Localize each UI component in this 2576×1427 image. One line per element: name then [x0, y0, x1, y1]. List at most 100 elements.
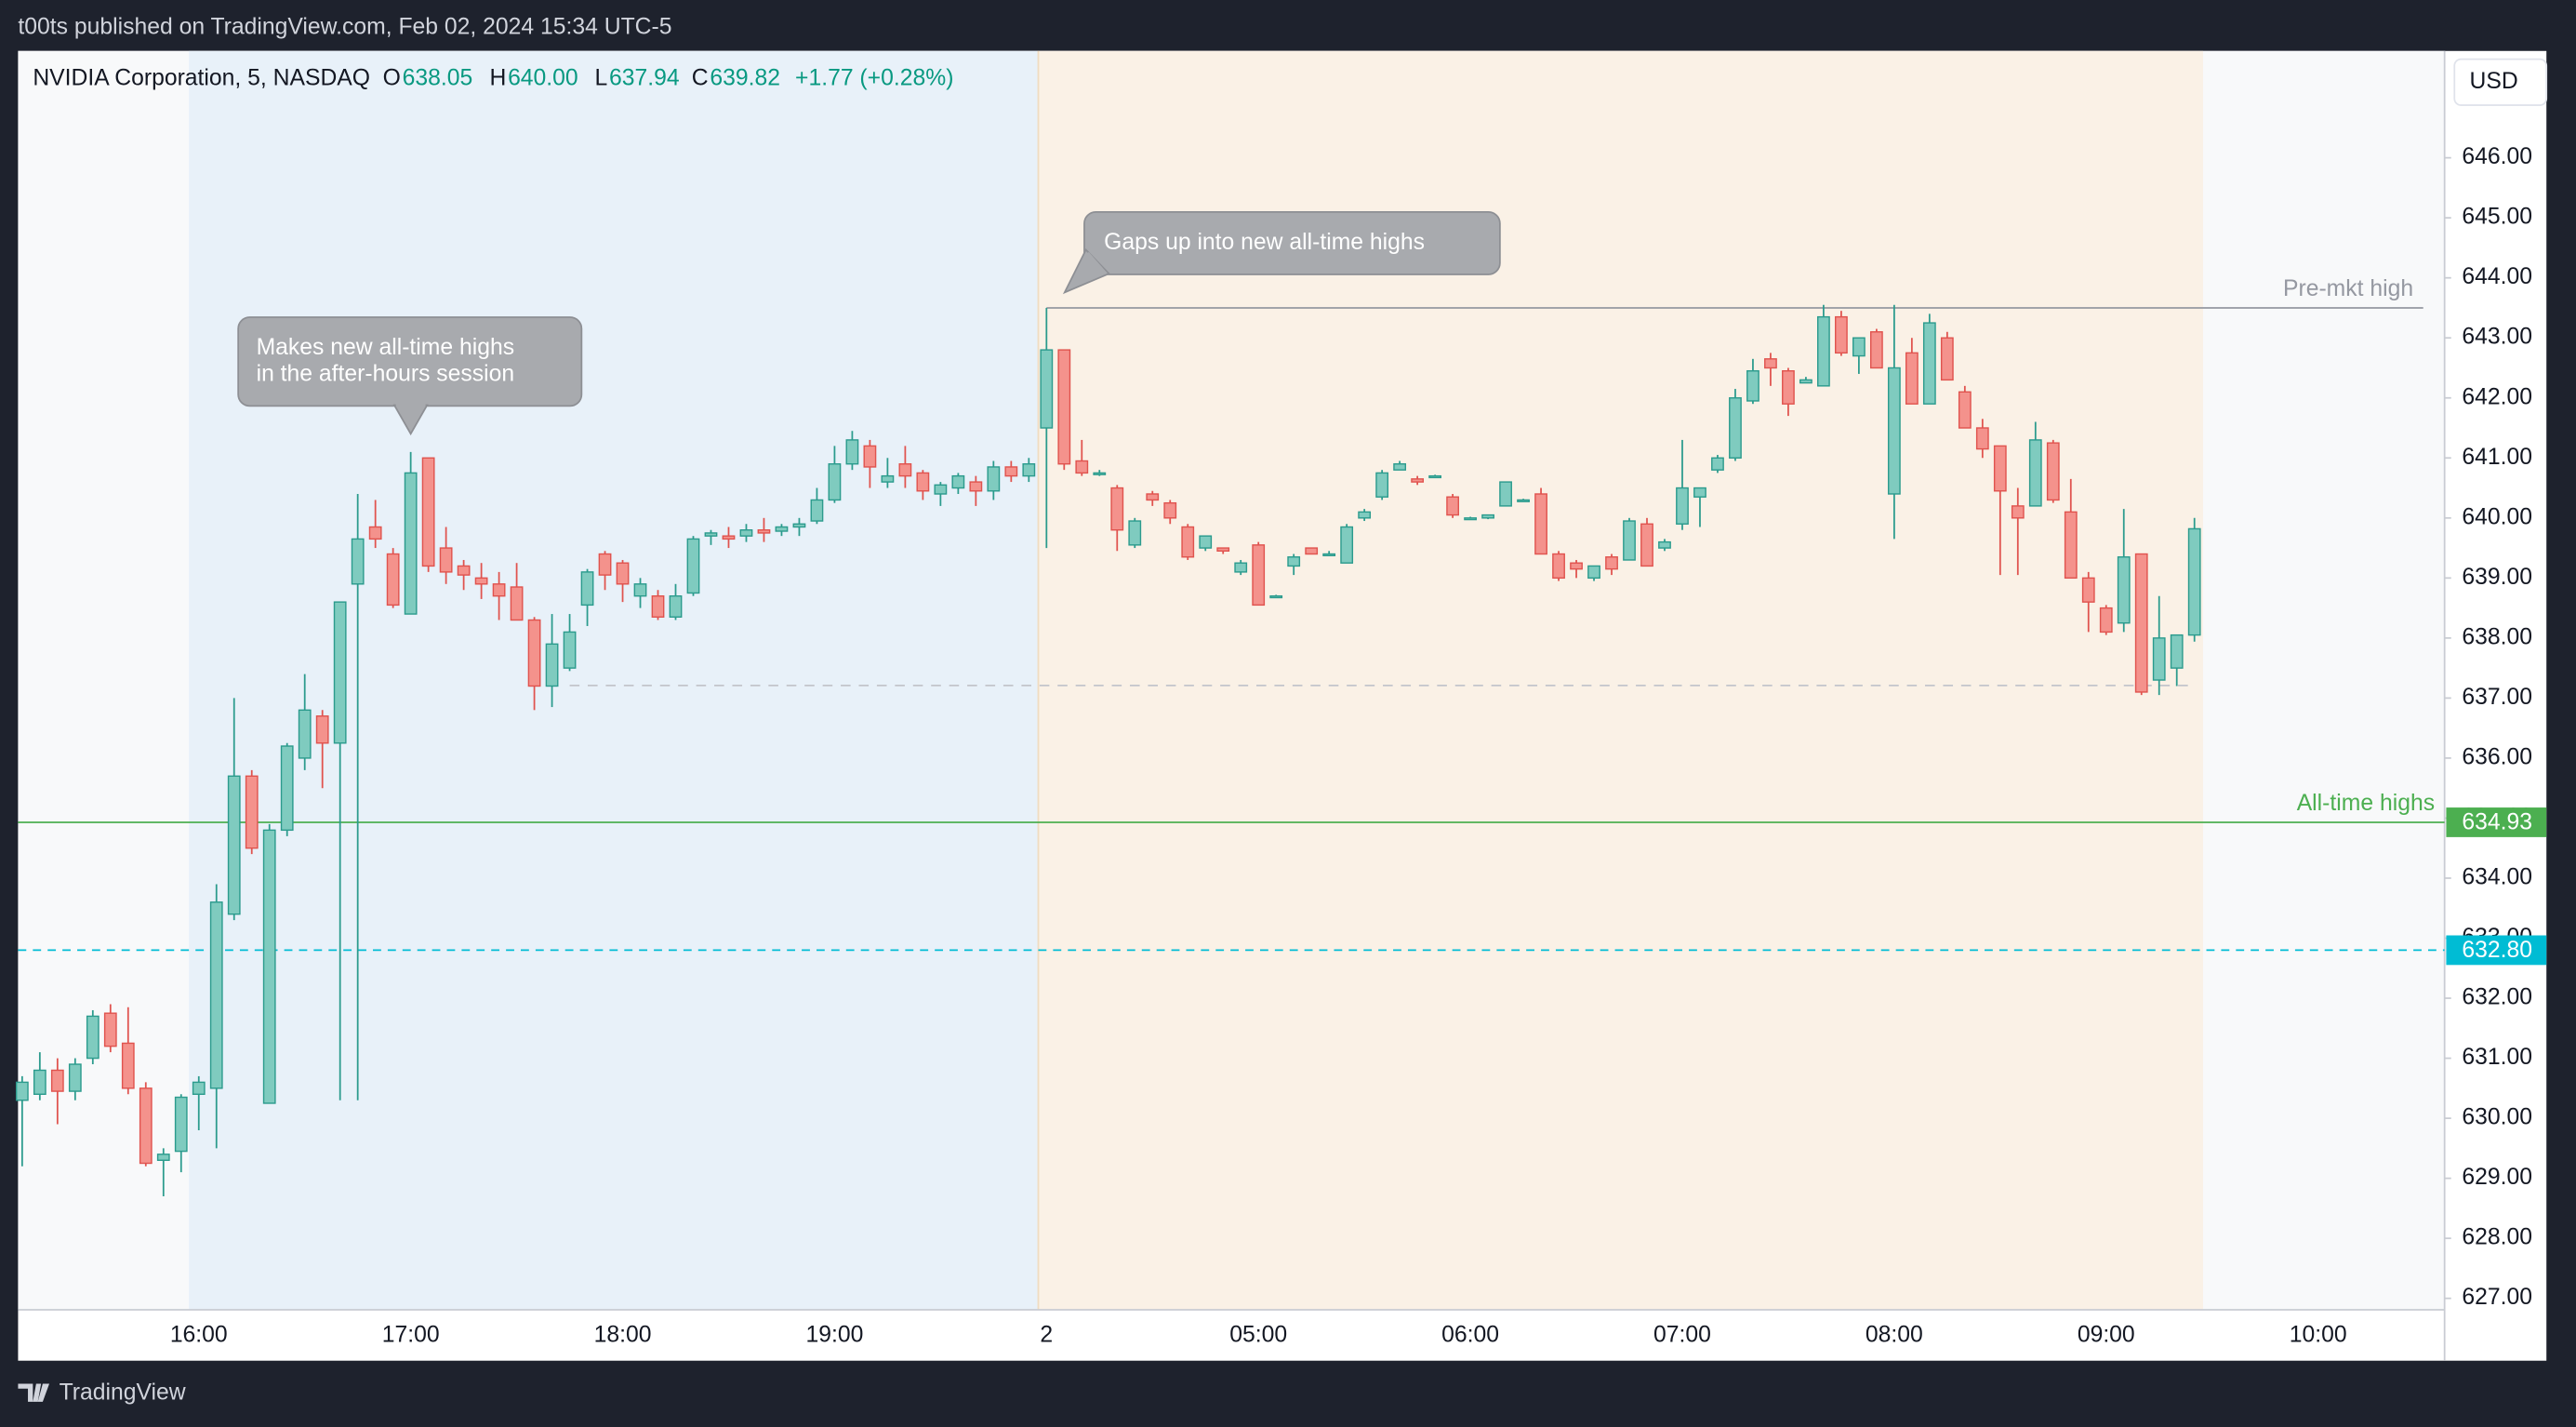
legend-key: H	[489, 65, 506, 90]
candle-body	[209, 901, 223, 1089]
candle-body	[421, 457, 435, 567]
legend: NVIDIA Corporation, 5, NASDAQ O 638.05 H 64…	[33, 65, 953, 90]
candle-body	[1640, 523, 1653, 567]
candle-body	[828, 463, 842, 501]
candle-body	[1570, 562, 1583, 570]
candle-body	[1940, 337, 1954, 381]
candle-body	[881, 474, 895, 483]
candle-body	[1322, 553, 1336, 556]
candle-body	[121, 1042, 135, 1089]
candle-body	[1305, 547, 1319, 555]
candle-body	[1128, 520, 1142, 546]
candle-body	[898, 463, 912, 477]
candle-body	[1499, 481, 1512, 507]
candle-body	[810, 499, 824, 522]
candle-body	[280, 745, 294, 832]
candle-body	[686, 538, 700, 594]
candle-body	[651, 594, 665, 618]
candle-body	[616, 562, 630, 585]
candle-body	[15, 1081, 29, 1101]
y-tick-label: 628.00	[2462, 1225, 2532, 1250]
candle-body	[1676, 487, 1689, 525]
candle-body	[1693, 487, 1706, 498]
candle-body	[86, 1015, 100, 1060]
candle-body	[669, 594, 683, 618]
candle-body	[404, 472, 418, 615]
candle-body	[863, 445, 877, 468]
candle-body	[1093, 472, 1107, 475]
y-tick-label: 643.00	[2462, 325, 2532, 350]
legend-value: 640.00	[508, 65, 578, 90]
candle-body	[2170, 633, 2184, 669]
price-tag-label: 634.93	[2462, 809, 2532, 834]
candle-body	[1040, 349, 1054, 429]
y-tick-label: 639.00	[2462, 565, 2532, 590]
candle-body	[1587, 565, 1600, 580]
price-tag	[2446, 807, 2547, 837]
price-tag-label: 632.80	[2462, 938, 2532, 963]
candles	[15, 304, 2201, 1196]
candle-body	[527, 619, 541, 687]
candle-body	[2099, 607, 2113, 633]
publish-header: t00ts published on TradingView.com, Feb …	[18, 15, 671, 40]
candle-body	[757, 529, 771, 534]
candle-body	[1004, 466, 1018, 477]
axes: 627.00628.00629.00630.00631.00632.00633.…	[170, 144, 2547, 1348]
candle-body	[1552, 553, 1565, 580]
candle-body	[1993, 445, 2007, 492]
legend-key: C	[692, 65, 709, 90]
candle-body	[563, 631, 577, 669]
candle-body	[1764, 358, 1777, 369]
candle-body	[1481, 513, 1494, 519]
x-tick-label: 07:00	[1653, 1323, 1711, 1348]
callout-box	[1083, 211, 1501, 275]
candle-body	[474, 577, 488, 585]
candle-body	[1464, 517, 1477, 521]
currency-button[interactable]	[2453, 58, 2548, 106]
candle-body	[951, 474, 965, 489]
y-tick-label: 629.00	[2462, 1165, 2532, 1190]
candle-body	[103, 1012, 117, 1047]
y-tick-label: 631.00	[2462, 1045, 2532, 1070]
candle-body	[598, 553, 612, 576]
candle-body	[1922, 322, 1936, 405]
callout-join	[1086, 251, 1108, 275]
candle-body	[33, 1069, 46, 1095]
candle-body	[386, 553, 400, 607]
legend-change: +1.77 (+0.28%)	[795, 65, 953, 90]
candle-body	[50, 1069, 64, 1092]
y-tick-label: 634.00	[2462, 865, 2532, 890]
candle-body	[1057, 349, 1071, 465]
candle-body	[545, 643, 559, 687]
candle-body	[1075, 460, 1089, 474]
candle-body	[174, 1096, 188, 1153]
callout-pointer	[1062, 248, 1110, 295]
candle-body	[1835, 315, 1848, 354]
currency-label[interactable]: USD	[2470, 69, 2518, 94]
candle-body	[68, 1063, 82, 1092]
legend-value: 639.82	[710, 65, 780, 90]
candle-body	[987, 466, 1001, 492]
candle-body	[1817, 315, 1830, 387]
y-tick-label: 645.00	[2462, 205, 2532, 230]
candle-body	[1958, 391, 1972, 429]
candle-body	[245, 775, 259, 849]
x-tick-label: 08:00	[1866, 1323, 1923, 1348]
candle-body	[439, 547, 453, 573]
candle-body	[1746, 370, 1759, 402]
legend-key: O	[383, 65, 401, 90]
candle-body	[2064, 511, 2078, 580]
candle-body	[156, 1154, 170, 1161]
candle-body	[492, 583, 506, 597]
candle-body	[298, 709, 312, 759]
x-tick-label: 05:00	[1229, 1323, 1287, 1348]
candle-body	[1110, 487, 1124, 531]
candle-body	[333, 601, 347, 744]
x-tick-label: 10:00	[2290, 1323, 2347, 1348]
legend-value: 638.05	[403, 65, 473, 90]
x-tick-label: 18:00	[594, 1323, 652, 1348]
candle-body	[1393, 463, 1407, 471]
candle-body	[916, 472, 930, 492]
candle-body	[1782, 370, 1795, 405]
